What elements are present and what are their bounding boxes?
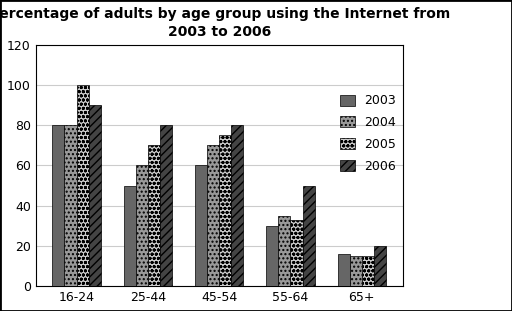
Bar <box>279 216 290 286</box>
Title: Percentage of adults by age group using the Internet from
2003 to 2006: Percentage of adults by age group using … <box>0 7 450 39</box>
Bar <box>89 105 101 286</box>
Bar <box>303 186 315 286</box>
Bar <box>207 145 219 286</box>
Bar <box>350 256 362 286</box>
Bar <box>52 125 65 286</box>
Bar <box>219 135 231 286</box>
Bar <box>266 226 279 286</box>
Bar <box>123 186 136 286</box>
Bar <box>374 246 386 286</box>
Bar <box>65 125 77 286</box>
Bar <box>148 145 160 286</box>
Legend: 2003, 2004, 2005, 2006: 2003, 2004, 2005, 2006 <box>339 95 396 173</box>
Bar <box>362 256 374 286</box>
Bar <box>337 254 350 286</box>
Bar <box>160 125 172 286</box>
Bar <box>136 165 148 286</box>
Bar <box>195 165 207 286</box>
Bar <box>290 220 303 286</box>
Bar <box>231 125 243 286</box>
Bar <box>77 85 89 286</box>
